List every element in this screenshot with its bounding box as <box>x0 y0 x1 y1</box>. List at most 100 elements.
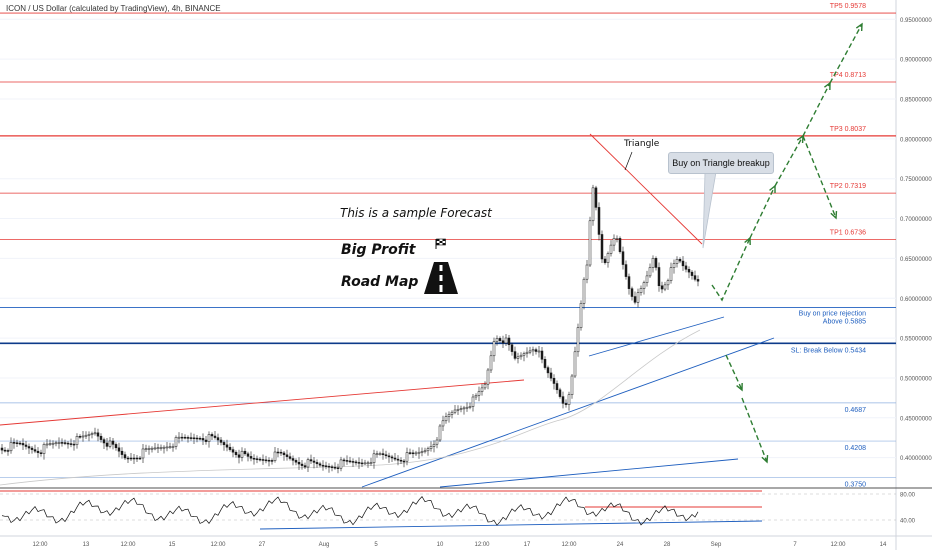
candle-body <box>216 437 220 441</box>
candle-body <box>282 452 286 456</box>
candle-body <box>420 451 424 453</box>
candle-body <box>39 452 43 454</box>
candle-body <box>99 435 103 440</box>
candle-body <box>495 338 499 342</box>
candle-body <box>138 457 142 460</box>
candle-body <box>270 460 274 462</box>
x-tick-label: Aug <box>319 542 330 548</box>
candle-body <box>537 350 541 353</box>
entry-label: Buy on price rejection <box>799 310 866 317</box>
target-label: TP3 0.8037 <box>830 126 866 133</box>
y-tick-label: 0.65000000 <box>900 257 932 263</box>
candle-body <box>657 267 661 287</box>
candle-body <box>351 461 355 463</box>
x-tick-label: 24 <box>617 542 624 548</box>
candle-body <box>132 457 136 460</box>
candle-body <box>90 433 94 435</box>
pullback-arrow-head <box>830 210 838 220</box>
target-label: TP5 0.9578 <box>830 3 866 10</box>
x-tick-label: 12:00 <box>32 542 48 548</box>
candle-body <box>243 450 247 455</box>
candle-body <box>591 187 595 222</box>
candle-body <box>387 455 391 458</box>
rebound-arrow <box>711 237 751 302</box>
candle-body <box>504 337 508 344</box>
candle-body <box>84 434 88 437</box>
candle-body <box>366 462 370 465</box>
candle-body <box>273 451 277 461</box>
candle-body <box>24 444 28 447</box>
candle-body <box>408 452 412 454</box>
candle-body <box>126 457 130 460</box>
candle-body <box>255 458 259 460</box>
callout-pointer <box>702 171 717 249</box>
candle-body <box>513 351 517 359</box>
candle-body <box>96 432 100 437</box>
osc-tick-label: 40.00 <box>900 519 916 525</box>
candle-body <box>546 367 550 374</box>
candle-body <box>93 432 97 435</box>
candle-body <box>600 234 604 260</box>
candle-body <box>213 435 217 438</box>
candle-body <box>219 439 223 443</box>
candle-body <box>66 442 70 445</box>
candle-body <box>327 465 331 468</box>
triangle-pointer <box>624 151 633 171</box>
candle-body <box>678 259 682 262</box>
candle-body <box>303 465 307 468</box>
candle-body <box>108 440 112 447</box>
road-map-label: Road Map <box>341 274 419 290</box>
candle-body <box>12 442 16 444</box>
candle-body <box>510 344 514 352</box>
candle-body <box>492 341 496 357</box>
candle-body <box>123 454 127 459</box>
candle-body <box>438 425 442 441</box>
candle-body <box>375 453 379 455</box>
candle-body <box>606 253 610 263</box>
candle-body <box>663 284 667 290</box>
forecast-note: This is a sample Forecast <box>340 206 492 220</box>
candle-body <box>222 442 226 446</box>
candle-body <box>588 220 592 266</box>
candle-body <box>306 459 310 468</box>
candle-body <box>423 450 427 453</box>
candle-body <box>81 435 85 438</box>
candle-body <box>618 238 622 252</box>
candle-body <box>459 408 463 410</box>
candle-body <box>525 351 529 354</box>
time-axis[interactable]: 12:00 13 12:00 15 12:00 27 Aug 5 10 12:00 17 12:00 2… <box>32 542 887 548</box>
candle-body <box>633 296 637 303</box>
oscillator-pane: 80.00 40.00 <box>0 490 916 530</box>
candle-body <box>114 444 118 449</box>
candle-body <box>516 356 520 359</box>
drop-arrow-1 <box>725 354 743 391</box>
candle-body <box>405 452 409 462</box>
candle-body <box>198 437 202 440</box>
candle-body <box>276 451 280 454</box>
candle-body <box>258 458 262 461</box>
candle-body <box>225 444 229 448</box>
candle-body <box>615 238 619 240</box>
candle-body <box>441 420 445 427</box>
big-profit-label: Big Profit <box>341 242 416 258</box>
candle-body <box>486 369 490 385</box>
candle-body <box>561 396 565 404</box>
candle-body <box>264 459 268 462</box>
price-axis[interactable]: 0.95000000 0.90000000 0.85000000 0.80000000… <box>900 18 932 462</box>
support-label: 0.4687 <box>845 407 867 414</box>
rising-support-line <box>361 337 775 488</box>
candle-body <box>552 377 556 384</box>
candle-body <box>627 276 631 289</box>
candle-body <box>300 463 304 466</box>
candle-body <box>159 447 163 449</box>
candle-body <box>207 434 211 442</box>
candle-body <box>654 258 658 268</box>
y-tick-label: 0.90000000 <box>900 58 932 64</box>
candle-body <box>330 466 334 468</box>
candle-body <box>141 448 145 459</box>
candle-body <box>570 375 574 395</box>
support-label: 0.4208 <box>845 445 867 452</box>
candle-body <box>462 407 466 410</box>
candle-body <box>624 264 628 277</box>
